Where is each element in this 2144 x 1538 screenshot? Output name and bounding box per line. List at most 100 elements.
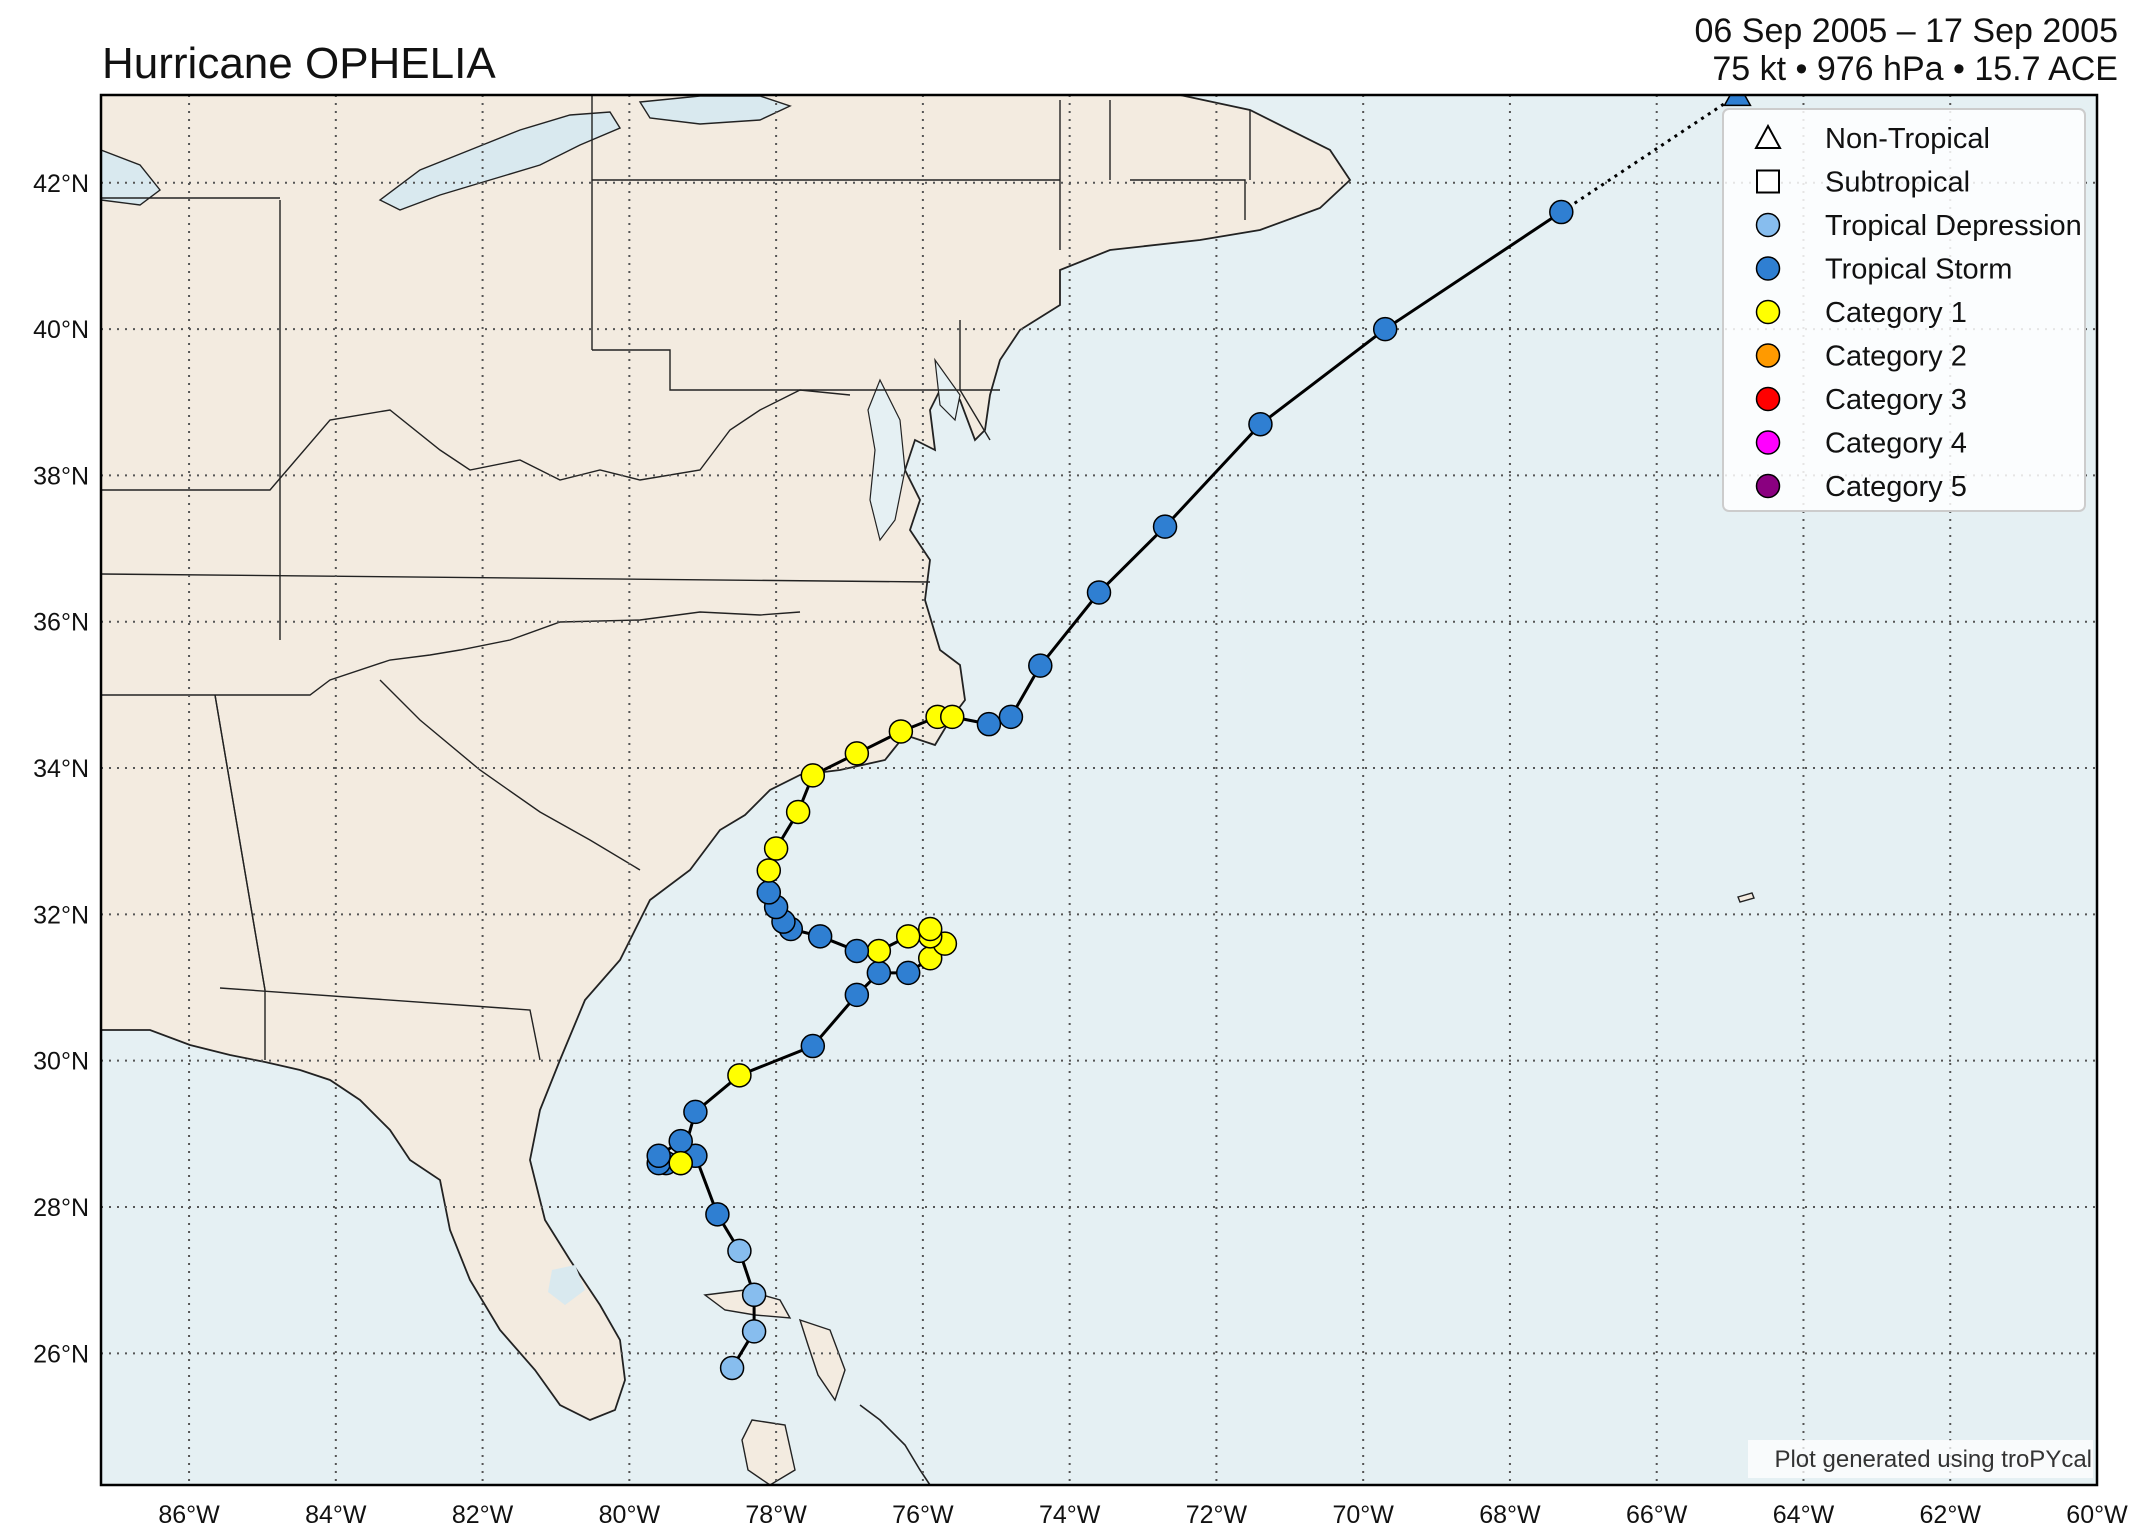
track-point-ts	[646, 1143, 671, 1169]
lon-tick-label: 60°W	[2066, 1501, 2128, 1529]
track-segment	[1259, 327, 1387, 426]
track-point-cat1	[917, 916, 943, 942]
track-point-cat1	[763, 836, 789, 861]
legend-label: Tropical Storm	[1825, 254, 2012, 286]
legend: Non-Tropical Subtropical Tropical Depressi…	[1722, 108, 2086, 512]
track-point-ts	[683, 1099, 708, 1125]
track-point-ts	[1549, 199, 1574, 225]
storm-track	[646, 95, 1752, 1381]
legend-marker	[1755, 256, 1781, 281]
track-point-cat1	[888, 719, 914, 744]
lon-tick-label: 80°W	[599, 1501, 661, 1529]
legend-box	[1722, 108, 2086, 512]
track-point-ts	[866, 960, 892, 986]
map-frame	[99, 93, 2099, 1487]
track-point-ts	[844, 938, 870, 964]
track-point-td	[727, 1238, 752, 1264]
lon-tick-label: 66°W	[1626, 1501, 1688, 1529]
track-point-td	[719, 1355, 745, 1381]
track-point-cat1	[939, 704, 965, 730]
lat-tick-label: 28°N	[33, 1194, 89, 1222]
track-point-cat1	[785, 799, 811, 825]
lon-tick-label: 86°W	[158, 1501, 220, 1529]
track-point-ts	[807, 924, 833, 949]
track-segment	[1039, 591, 1101, 667]
triangle-outline-icon	[1754, 123, 1782, 149]
lon-tick-label: 76°W	[892, 1501, 954, 1529]
legend-label: Subtropical	[1825, 167, 1970, 199]
lon-tick-label: 70°W	[1332, 1501, 1394, 1529]
lat-tick-label: 32°N	[33, 901, 89, 929]
state-borders	[101, 95, 1251, 1061]
track-point-cat1	[756, 858, 782, 883]
longitude-labels: 86°W 84°W 82°W 80°W 78°W 76°W 74°W 72°W 70°W 68°W…	[158, 1501, 2128, 1529]
bahamas-abaco	[798, 1318, 846, 1402]
credit-box	[1748, 1440, 2093, 1478]
track-point-ts	[668, 1128, 693, 1154]
lake-okeechobee	[548, 1265, 585, 1305]
latitude-labels: 26°N 28°N 30°N 32°N 34°N 36°N 38°N 40°N 42°N	[33, 170, 89, 1369]
date-range: 06 Sep 2005 – 17 Sep 2005	[1695, 12, 2119, 50]
lon-tick-label: 68°W	[1479, 1501, 1541, 1529]
track-point-cat1	[844, 741, 870, 766]
lat-tick-label: 30°N	[33, 1048, 89, 1076]
track-point-ts	[1086, 580, 1112, 605]
legend-label: Category 2	[1825, 341, 1967, 373]
lat-tick-label: 26°N	[33, 1340, 89, 1368]
track-point-ts	[998, 704, 1024, 730]
track-point-td	[741, 1282, 767, 1308]
track-point-cat1	[800, 763, 826, 788]
legend-label: Category 4	[1825, 428, 1967, 460]
lat-tick-label: 38°N	[33, 462, 89, 490]
track-point-ts	[895, 960, 921, 986]
lon-tick-label: 82°W	[452, 1501, 514, 1529]
track-point-ts	[800, 1033, 826, 1059]
lon-tick-label: 62°W	[1920, 1501, 1982, 1529]
land-east-coast	[101, 95, 1352, 1421]
track-point-ts	[756, 880, 782, 905]
lon-tick-label: 74°W	[1039, 1501, 1101, 1529]
lon-tick-label: 78°W	[745, 1501, 807, 1529]
track-segment	[1163, 423, 1262, 528]
bahamas-andros	[741, 1419, 796, 1485]
legend-label: Category 1	[1825, 297, 1967, 329]
lon-tick-label: 72°W	[1186, 1501, 1248, 1529]
track-point-non-tropical	[1723, 95, 1752, 107]
track-point-ts	[844, 982, 870, 1008]
bermuda	[1737, 892, 1755, 903]
track-point-cat1	[668, 1150, 693, 1176]
legend-marker	[1755, 473, 1781, 499]
track-point-cat1	[727, 1063, 752, 1088]
track-segment	[1097, 525, 1167, 594]
legend-label: Tropical Depression	[1825, 210, 2082, 242]
lon-tick-label: 64°W	[1773, 1501, 1835, 1529]
legend-label: Category 5	[1825, 471, 1967, 503]
legend-marker	[1755, 430, 1781, 455]
legend-marker	[1755, 299, 1781, 325]
track-point-ts	[976, 711, 1002, 737]
legend-marker	[1755, 212, 1781, 238]
track-segment	[738, 1044, 814, 1077]
legend-marker	[1755, 386, 1781, 412]
figure-title: Hurricane OPHELIA	[102, 39, 496, 88]
lake-erie	[378, 111, 622, 211]
legend-label: Non-Tropical	[1825, 123, 1990, 155]
lon-tick-label: 84°W	[305, 1501, 367, 1529]
legend-label: Category 3	[1825, 384, 1967, 416]
legend-marker	[1755, 343, 1781, 368]
square-outline-icon	[1756, 169, 1780, 194]
track-point-ts	[1248, 411, 1273, 437]
track-point-ts	[1152, 514, 1178, 539]
lat-tick-label: 36°N	[33, 609, 89, 637]
track-segment	[1384, 210, 1563, 331]
track-segment	[1560, 95, 1739, 214]
lat-tick-label: 40°N	[33, 316, 89, 344]
lat-tick-label: 42°N	[33, 170, 89, 198]
bahamas-eleuthera	[859, 1404, 931, 1485]
track-point-ts	[705, 1202, 730, 1227]
track-point-cat1	[866, 938, 892, 964]
track-point-cat1	[895, 924, 921, 949]
track-point-ts	[1372, 316, 1398, 342]
credit-text: Plot generated using troPYcal	[1774, 1446, 2092, 1473]
